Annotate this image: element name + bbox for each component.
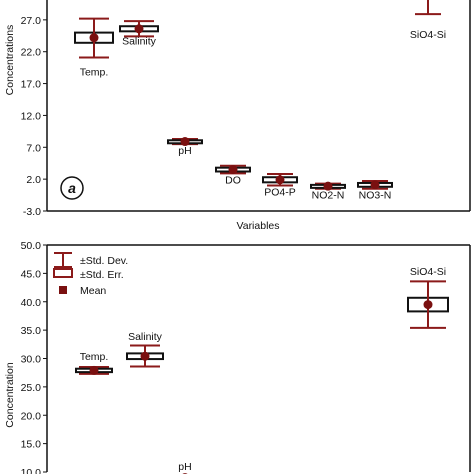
y-tick-label: 40.0 [21, 297, 42, 309]
y-tick-label: 20.0 [21, 410, 42, 422]
y-tick-label: 7.0 [26, 142, 41, 154]
chart-panel-b: 10.0 15.0 20.0 25.0 30.0 35.0 40.0 45.0 50.0 Conc… [4, 240, 471, 474]
category-label: SiO4-Si [410, 266, 446, 278]
y-axis-label: Concentrations [4, 25, 16, 96]
category-label: DO [225, 174, 241, 186]
mean-point [370, 180, 380, 190]
y-tick-label: 45.0 [21, 268, 42, 280]
legend-label: Mean [80, 285, 106, 297]
mean-point [89, 365, 99, 375]
category-label: PO4-P [264, 187, 296, 199]
chart-panel-a: -3.0 2.0 7.0 12.0 17.0 22.0 27.0 Concentrations… [4, 0, 471, 232]
category-label: Salinity [122, 35, 157, 47]
mean-point [275, 175, 285, 185]
y-tick-label: 10.0 [21, 467, 42, 474]
mean-point [180, 137, 190, 147]
mean-point [323, 181, 333, 191]
legend-label: ±Std. Err. [80, 269, 124, 281]
chart-legend: ±Std. Dev. ±Std. Err. Mean [53, 252, 128, 297]
panel-label: a [68, 180, 76, 196]
category-label: NO3-N [359, 190, 392, 202]
mean-point [140, 351, 150, 361]
category-label: pH [178, 461, 191, 473]
legend-mean-swatch [59, 286, 67, 294]
mean-point [228, 165, 238, 175]
mean-point [89, 33, 99, 43]
y-tick-label: 22.0 [21, 47, 42, 59]
y-tick-label: 2.0 [26, 174, 41, 186]
category-label: pH [178, 145, 191, 157]
mean-point [134, 24, 144, 34]
y-tick-label: -3.0 [23, 206, 41, 218]
category-label: SiO4-Si [410, 29, 446, 41]
y-tick-label: 12.0 [21, 110, 42, 122]
legend-label: ±Std. Dev. [80, 255, 128, 267]
y-tick-label: 30.0 [21, 354, 42, 366]
category-label: Temp. [80, 351, 109, 363]
y-axis-label: Concentration [4, 362, 16, 428]
y-tick-label: 27.0 [21, 15, 42, 27]
category-label: Salinity [128, 331, 163, 343]
mean-point [423, 300, 433, 310]
y-tick-label: 17.0 [21, 79, 42, 91]
y-tick-label: 50.0 [21, 240, 42, 252]
legend-se-swatch [53, 268, 73, 278]
y-tick-label: 25.0 [21, 382, 42, 394]
category-label: NO2-N [312, 190, 345, 202]
panel-label-circle [60, 176, 84, 200]
y-tick-label: 15.0 [21, 439, 42, 451]
category-label: Temp. [80, 66, 109, 78]
y-tick-label: 35.0 [21, 325, 42, 337]
x-axis-label: Variables [237, 220, 280, 232]
